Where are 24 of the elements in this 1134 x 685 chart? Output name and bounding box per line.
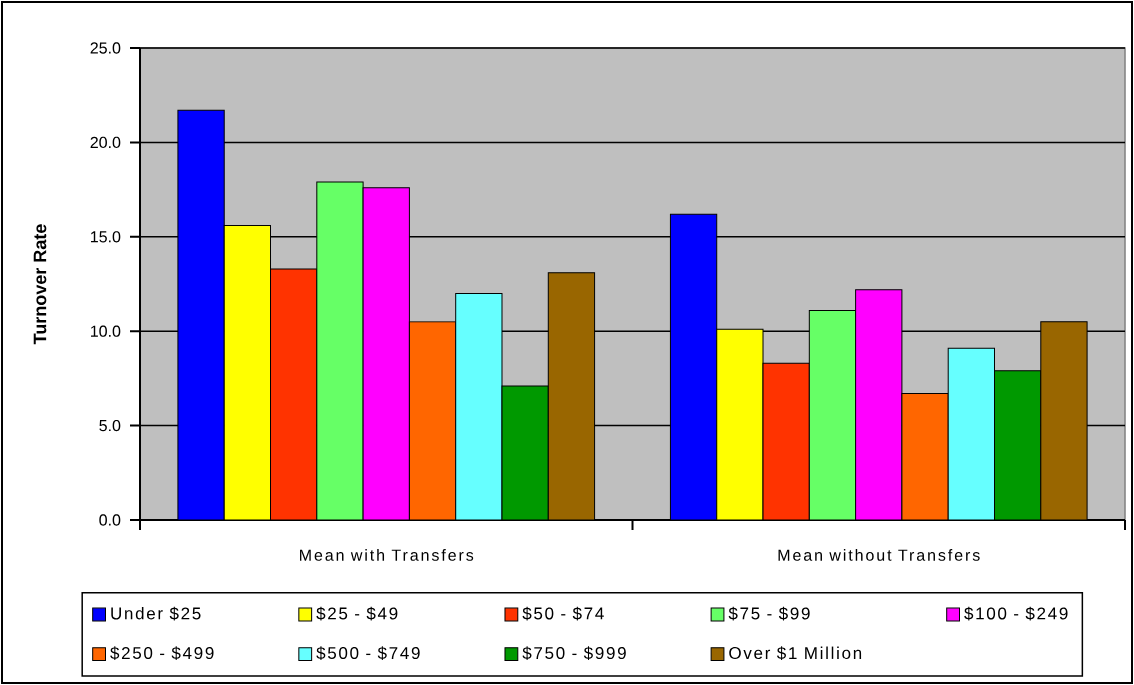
y-tick-label: 10.0 xyxy=(91,325,121,337)
legend-label: $25 - $49 xyxy=(316,606,398,621)
y-tick-label: 5.0 xyxy=(99,419,121,432)
bar xyxy=(1040,321,1088,520)
y-axis-title: Turnover Rate xyxy=(33,224,47,345)
y-tick-label: 15.0 xyxy=(91,231,121,243)
bar xyxy=(947,347,995,520)
x-tick-label: Mean without Transfers xyxy=(778,549,980,561)
bar xyxy=(455,292,503,520)
legend-label: $250 - $499 xyxy=(110,646,214,661)
legend-label: $100 - $249 xyxy=(964,606,1068,621)
legend-label: $500 - $749 xyxy=(316,646,420,661)
y-tick-label: 25.0 xyxy=(90,42,121,54)
bar xyxy=(547,272,596,520)
bar xyxy=(994,370,1042,520)
legend-label: $750 - $999 xyxy=(522,646,626,661)
legend-label: Under $25 xyxy=(111,606,201,621)
legend-label: $75 - $99 xyxy=(728,606,810,621)
bar xyxy=(501,385,549,520)
legend-label: Over $1 Million xyxy=(729,646,862,661)
y-tick-label: 0.0 xyxy=(99,514,121,526)
y-tick-label: 20.0 xyxy=(90,136,121,149)
x-tick-label: Mean with Transfers xyxy=(300,549,474,561)
legend-label: $50 - $74 xyxy=(522,606,604,621)
